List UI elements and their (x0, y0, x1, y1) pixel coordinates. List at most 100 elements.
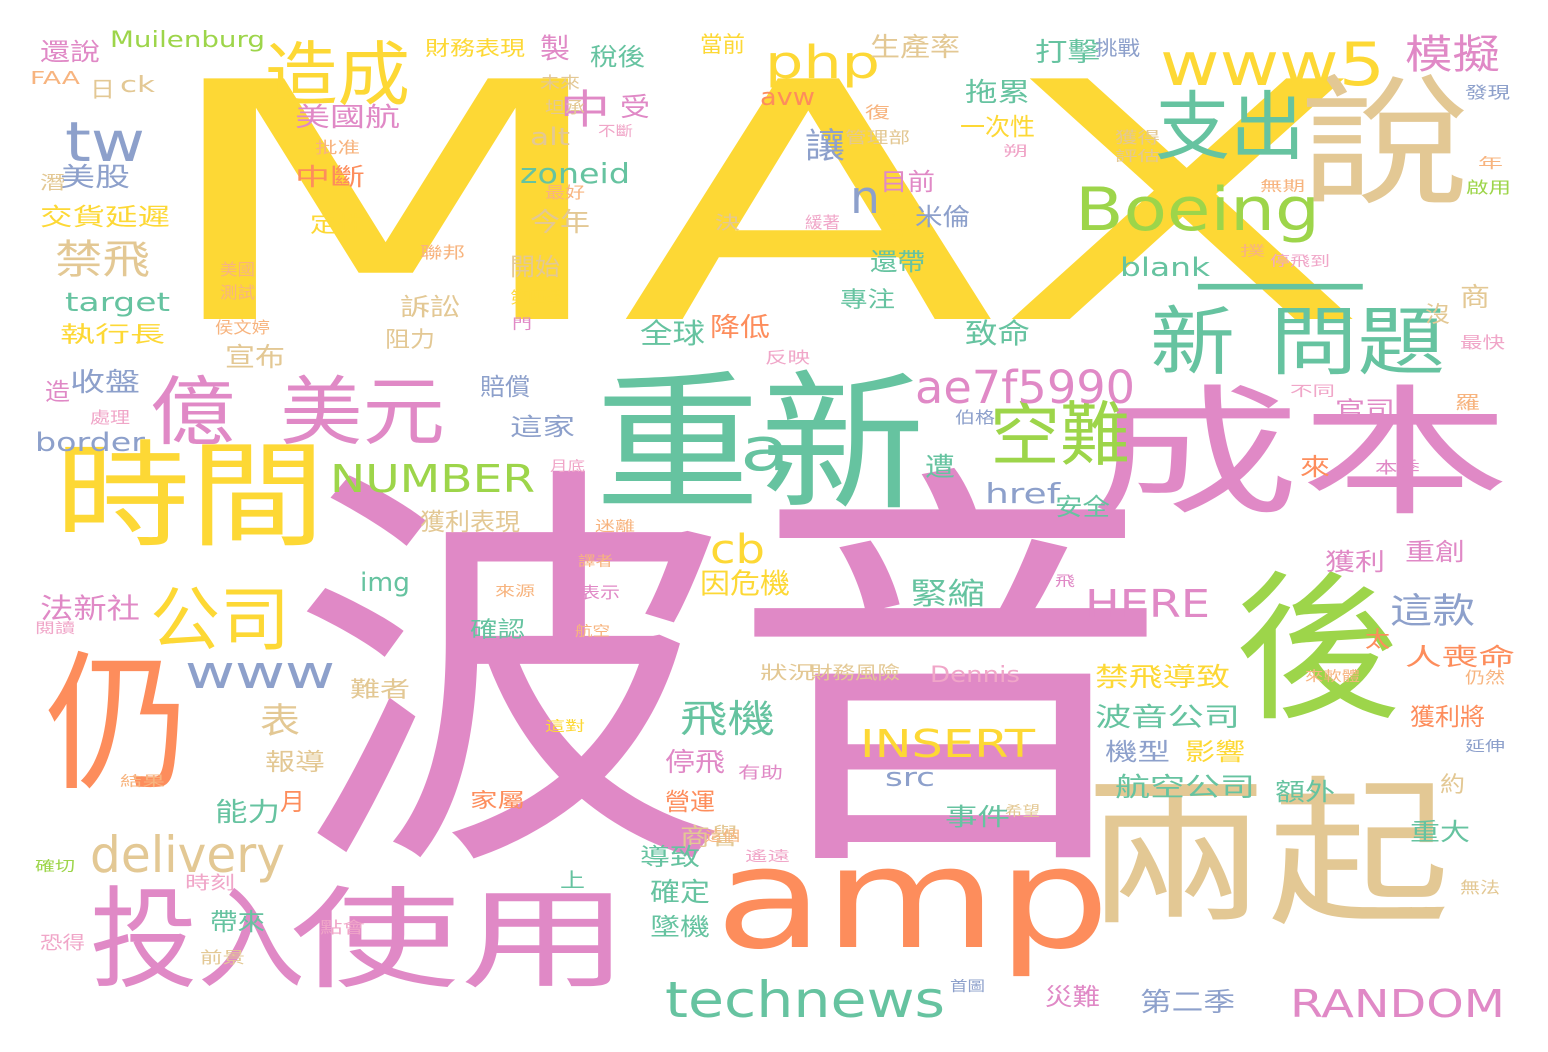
cloud-word: 米倫 (915, 203, 971, 231)
cloud-word: 迷離 (595, 519, 636, 535)
cloud-word: tw (65, 110, 146, 174)
cloud-word: 導致 (640, 843, 700, 871)
cloud-word: 賠償 (480, 373, 531, 401)
cloud-word: RANDOM (1290, 982, 1505, 1026)
cloud-word: 當前 (700, 33, 745, 58)
cloud-word: 無期 (1260, 179, 1305, 195)
cloud-word: 波音公司 (1095, 703, 1240, 733)
cloud-word: 恐得 (40, 933, 85, 954)
cloud-word: 目前 (880, 168, 936, 196)
cloud-word: 為 (880, 213, 906, 243)
cloud-word: 沒 (1425, 303, 1451, 328)
cloud-word: 事件 (945, 803, 1010, 831)
cloud-word: 致命 (965, 317, 1030, 350)
cloud-word: 獲利表現 (420, 508, 521, 536)
cloud-word: 模擬 (1405, 32, 1501, 78)
cloud-word: 前景 (200, 948, 246, 967)
cloud-word: 結果 (120, 774, 165, 790)
cloud-word: 法新社 (40, 592, 140, 625)
cloud-word: 全球 (640, 317, 705, 350)
cloud-word: 說 (1300, 63, 1470, 226)
cloud-word: 美元 (280, 368, 446, 456)
cloud-word: FAA (30, 68, 80, 89)
cloud-word: php (765, 36, 881, 89)
cloud-word: 降低 (710, 313, 770, 343)
cloud-word: 未來 (540, 73, 580, 92)
cloud-word: 一 (1190, 249, 1370, 331)
cloud-word: 重大 (1410, 818, 1470, 846)
cloud-word: 家屬 (470, 788, 525, 812)
cloud-word: 公司 (150, 579, 290, 661)
cloud-word: 緩著 (805, 213, 840, 232)
cloud-word: 譯者 (578, 554, 613, 570)
cloud-word: 第二季 (1140, 988, 1236, 1018)
cloud-word: 美國 (220, 260, 255, 279)
cloud-word: 狀況 (760, 663, 816, 684)
cloud-word: 來 (1300, 453, 1330, 481)
cloud-word: 朔 (1003, 144, 1029, 160)
cloud-word: 報導 (265, 748, 325, 776)
cloud-word: 投入 (90, 876, 305, 1004)
cloud-word: 延伸 (1465, 739, 1506, 755)
cloud-word: 這家 (510, 413, 575, 441)
cloud-word: 最快 (1460, 333, 1506, 352)
cloud-word: 仍然 (1465, 668, 1505, 687)
cloud-word: 執行長 (60, 323, 166, 348)
cloud-word: www (185, 646, 335, 699)
cloud-word: 交貨延遲 (40, 203, 170, 231)
cloud-word: 潛 (40, 173, 66, 194)
cloud-word: 航空公司 (1115, 773, 1256, 803)
cloud-word: 專注 (840, 288, 896, 313)
cloud-word: 飛機 (680, 697, 776, 741)
cloud-word: 機型 (1105, 738, 1170, 766)
cloud-word: 人喪命 (1405, 643, 1516, 671)
cloud-word: target (65, 288, 170, 318)
cloud-word: 日 (90, 78, 116, 103)
cloud-word: 批准 (315, 138, 361, 157)
cloud-word: 決 (715, 213, 741, 234)
cloud-word: 停飛到 (1270, 254, 1331, 270)
cloud-word: 後 (1235, 556, 1400, 743)
cloud-word: 不同 (1290, 384, 1335, 400)
cloud-word: 停飛 (665, 748, 725, 778)
cloud-word: 打擊 (1035, 38, 1101, 68)
cloud-word: www5 (1160, 30, 1386, 100)
cloud-word: href (985, 477, 1061, 510)
cloud-word: 官司 (1335, 398, 1395, 423)
cloud-word: HERE (1085, 582, 1211, 626)
cloud-word: 億 (150, 368, 235, 456)
cloud-word: ck (120, 73, 156, 98)
cloud-word: 造 (45, 378, 71, 406)
cloud-word: 帶來 (210, 908, 266, 936)
cloud-word: a (740, 415, 790, 485)
cloud-word: INSERT (860, 722, 1036, 766)
cloud-word: 定性 (310, 213, 366, 238)
cloud-word: 確認 (470, 618, 526, 643)
cloud-word: NUMBER (330, 457, 536, 501)
cloud-word: 影響 (1185, 738, 1245, 766)
cloud-word: 災難 (1045, 983, 1101, 1011)
cloud-word: 表 (260, 702, 300, 742)
cloud-word: 訴訟 (400, 293, 460, 321)
cloud-word: 營運 (665, 788, 716, 816)
cloud-word: technews (665, 971, 946, 1029)
cloud-word: 禁飛 (55, 237, 151, 283)
cloud-word: border (35, 428, 145, 458)
cloud-word: 還說 (40, 38, 100, 66)
cloud-word: 收盤 (70, 368, 141, 398)
cloud-word: 這個 (705, 829, 740, 845)
cloud-word: 中 (560, 87, 610, 133)
cloud-word: 挑戰 (1095, 36, 1140, 60)
cloud-word: 發現 (1465, 83, 1511, 102)
cloud-word: 撲 (1240, 244, 1266, 260)
cloud-word: Boeing (1075, 175, 1320, 245)
cloud-word: 評估 (1115, 149, 1160, 165)
cloud-word: 今年 (530, 208, 590, 238)
cloud-word: 羅 (1455, 393, 1481, 414)
cloud-word: 這對 (545, 719, 586, 735)
cloud-word: 希望 (1005, 804, 1040, 820)
cloud-word: 確定 (650, 878, 710, 908)
cloud-word: 閱讀 (35, 621, 76, 637)
cloud-word: 能力 (215, 798, 281, 828)
cloud-word: 約 (1440, 773, 1466, 798)
